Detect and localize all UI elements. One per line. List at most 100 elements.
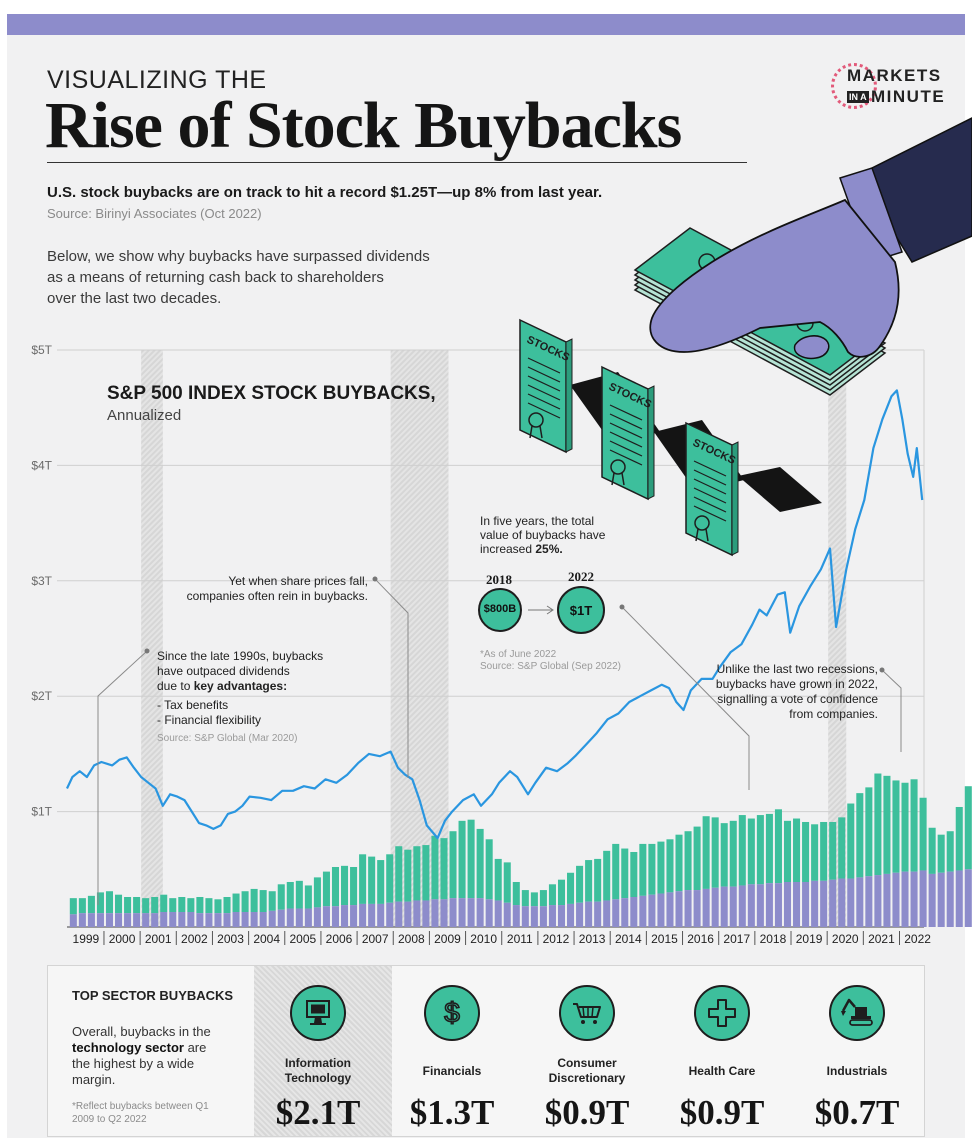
- advantages-source: Source: S&P Global (Mar 2020): [157, 733, 298, 744]
- dividend-bar: [304, 908, 312, 927]
- buyback-bar: [729, 820, 737, 887]
- buyback-bar: [476, 828, 484, 899]
- dividend-bar: [124, 913, 132, 927]
- x-tick-label: 2009: [434, 932, 461, 946]
- buyback-bar: [96, 892, 104, 914]
- buyback-bar: [250, 888, 258, 912]
- dividend-bar: [829, 879, 837, 927]
- doc-shadow: [738, 467, 822, 512]
- x-tick-label: 2008: [398, 932, 425, 946]
- dividend-bar: [178, 911, 186, 927]
- stocks-document: STOCKS: [601, 365, 655, 501]
- annotation-rein: Yet when share prices fall, companies of…: [186, 574, 368, 603]
- y-tick-label: $5T: [31, 343, 52, 357]
- dividend-bar: [368, 903, 376, 927]
- sector-name: Health Care: [688, 1063, 756, 1078]
- document-line: [693, 460, 727, 477]
- dividend-bar: [458, 898, 466, 927]
- annotation-recession: Unlike the last two recessions, buybacks…: [715, 662, 878, 721]
- dividend-bar: [232, 911, 240, 927]
- y-tick-label: $4T: [31, 458, 52, 472]
- document-seal: [694, 515, 710, 531]
- sector-desc-bold: technology sector: [72, 1040, 184, 1055]
- buyback-bar: [548, 884, 556, 906]
- dividend-bar: [756, 884, 764, 927]
- dividend-bar: [684, 890, 692, 927]
- dividend-bar: [322, 906, 330, 927]
- dividend-bar: [350, 905, 358, 927]
- dividend-bar: [576, 902, 584, 927]
- document-ribbon: [529, 425, 543, 439]
- leader-dot: [372, 576, 378, 582]
- x-tick-label: 2018: [760, 932, 787, 946]
- dividend-bar: [910, 871, 918, 927]
- buyback-bar: [160, 894, 168, 912]
- buyback-bar: [919, 797, 927, 871]
- bubble-arrowhead: [546, 605, 554, 615]
- dividend-bar: [87, 913, 95, 927]
- buyback-bar: [467, 819, 475, 899]
- sp500-index-line: [66, 389, 924, 840]
- dividend-bar: [621, 898, 629, 927]
- sp500-line: [66, 389, 924, 840]
- buyback-bar: [368, 856, 376, 904]
- buyback-bar: [413, 846, 421, 901]
- document-edge: [731, 441, 739, 556]
- y-tick-label: $3T: [31, 574, 52, 588]
- leader-rein: [374, 578, 409, 778]
- bubble-2018: [478, 588, 522, 632]
- buyback-bar: [693, 826, 701, 891]
- dividend-bar: [395, 901, 403, 927]
- dividend-bar: [341, 905, 349, 927]
- dividend-bar: [747, 884, 755, 927]
- document-edge: [565, 338, 573, 453]
- sector-note: *Reflect buybacks between Q1 2009 to Q2 …: [72, 1101, 209, 1125]
- dividend-bar: [105, 913, 114, 927]
- sector-desc-tail: are the highest by a wide margin.: [72, 1040, 207, 1087]
- recession-band: [390, 350, 449, 927]
- dividend-bar: [666, 892, 674, 927]
- recession-band: [141, 350, 163, 927]
- dividend-bar: [169, 911, 177, 927]
- sector-financials: $ Financials $1.3T: [387, 985, 517, 1133]
- buyback-bar: [928, 827, 936, 874]
- document-line: [527, 375, 561, 392]
- dividend-bar: [783, 881, 792, 927]
- sector-value: $0.9T: [679, 1093, 765, 1132]
- dividend-bar: [603, 900, 611, 927]
- dividend-bar: [594, 901, 602, 927]
- dividend-bar: [892, 872, 900, 927]
- buyback-bar: [313, 877, 321, 908]
- x-tick-label: 2005: [289, 932, 316, 946]
- growth-source: Source: S&P Global (Sep 2022): [480, 661, 622, 672]
- buyback-bar: [738, 815, 746, 886]
- dividend-bar: [765, 883, 773, 927]
- buyback-bar: [105, 891, 114, 914]
- buyback-bar: [494, 858, 502, 901]
- dividend-bar: [548, 905, 556, 927]
- buyback-bar: [395, 846, 403, 902]
- document-line: [693, 469, 727, 486]
- recession-bands: [141, 350, 847, 927]
- buyback-bar: [404, 849, 412, 902]
- dividend-bar: [802, 881, 810, 927]
- intro-text: Below, we show why buybacks have surpass…: [47, 248, 430, 307]
- infographic-card: [7, 14, 965, 1138]
- dividend-bar: [919, 870, 927, 927]
- document-line: [527, 402, 561, 419]
- sector-name: Financials: [422, 1063, 482, 1078]
- sector-name: Industrials: [826, 1063, 888, 1078]
- buyback-bar: [576, 865, 584, 903]
- dividend-bar: [557, 905, 566, 927]
- dividend-bar: [838, 878, 846, 927]
- document-edge: [647, 385, 655, 500]
- document-line: [609, 422, 643, 439]
- buyback-bar: [612, 843, 620, 900]
- buyback-bar: [557, 879, 566, 906]
- buyback-bar: [214, 899, 222, 914]
- cart-icon: [559, 985, 615, 1041]
- chart-title: S&P 500 INDEX STOCK BUYBACKS,: [107, 383, 436, 404]
- document-line: [609, 413, 643, 430]
- buyback-bar: [115, 894, 123, 914]
